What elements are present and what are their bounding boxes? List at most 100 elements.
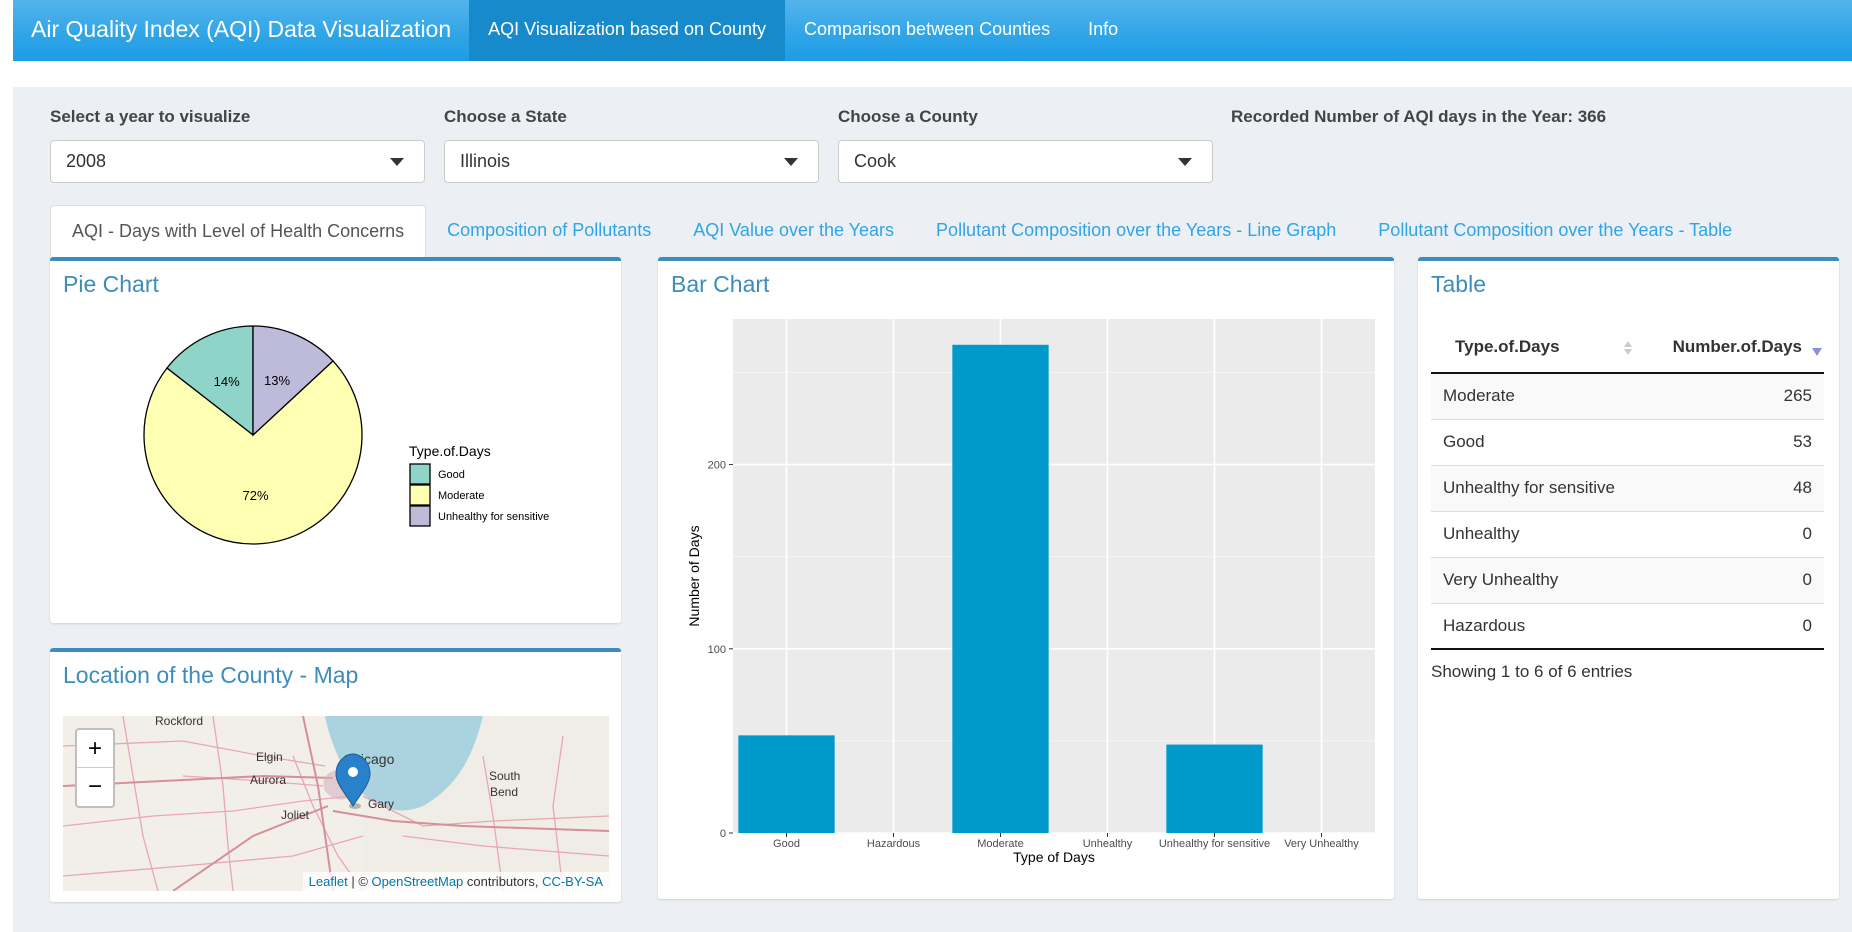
data-table: Type.of.Days Number.of.Days Moderate 265… [1431, 321, 1824, 650]
map-label-aurora: Aurora [250, 773, 286, 787]
sort-icon [1624, 341, 1633, 355]
sort-desc-icon [1812, 348, 1822, 356]
tab-pollutant-table[interactable]: Pollutant Composition over the Years - T… [1378, 220, 1733, 240]
y-tick-label: 0 [720, 828, 726, 840]
legend-swatch [409, 484, 431, 506]
column-header-type[interactable]: Type.of.Days [1431, 321, 1646, 374]
pie-percent-label: 13% [264, 373, 290, 388]
nav-tab-info[interactable]: Info [1088, 19, 1119, 39]
zoom-control: + − [75, 728, 115, 808]
y-tick-label: 200 [708, 460, 726, 472]
bar-good [738, 735, 835, 833]
app-title[interactable]: Air Quality Index (AQI) Data Visualizati… [31, 16, 452, 42]
attribution-separator: | © [347, 874, 372, 889]
year-control: Select a year to visualize 2008 [50, 107, 425, 183]
legend-label: Good [438, 469, 465, 481]
chevron-down-icon [784, 158, 798, 166]
county-control: Choose a County Cook [838, 107, 1213, 183]
y-axis-title: Number of Days [686, 525, 702, 626]
map-label-elgin: Elgin [256, 750, 283, 764]
nav-tab-comparison[interactable]: Comparison between Counties [804, 19, 1051, 39]
legend-swatch [409, 463, 431, 485]
cell-number: 48 [1645, 464, 1824, 511]
license-link[interactable]: CC-BY-SA [542, 874, 603, 889]
navbar: Air Quality Index (AQI) Data Visualizati… [13, 0, 1852, 61]
cell-type: Very Unhealthy [1431, 556, 1646, 603]
pie-percent-label: 72% [243, 488, 269, 503]
year-value: 2008 [66, 151, 107, 171]
county-select[interactable]: Cook [838, 140, 1213, 183]
x-tick-label: Very Unhealthy [1284, 838, 1359, 850]
map-label-bend: Bend [490, 785, 518, 799]
cell-type: Unhealthy [1431, 510, 1646, 557]
map-box: Location of the County - Map [50, 648, 621, 902]
legend-label: Unhealthy for sensitive [438, 511, 549, 523]
pie-slice-good [166, 325, 254, 437]
map-title: Location of the County - Map [63, 662, 359, 688]
tab-aqi-over-years[interactable]: AQI Value over the Years [693, 220, 895, 240]
leaflet-link[interactable]: Leaflet [308, 874, 348, 889]
column-header-type-label: Type.of.Days [1455, 336, 1560, 356]
tab-pollutant-line[interactable]: Pollutant Composition over the Years - L… [936, 220, 1337, 240]
table-row: Very Unhealthy 0 [1431, 556, 1824, 603]
x-tick-label: Hazardous [867, 838, 921, 850]
pie-slice-unhealthy-for-sensitive [252, 325, 334, 437]
cell-number: 53 [1645, 418, 1824, 465]
x-axis-title: Type of Days [1013, 849, 1095, 865]
y-tick-label: 100 [708, 644, 726, 656]
x-tick-label: Moderate [977, 838, 1023, 850]
year-label: Select a year to visualize [50, 107, 251, 126]
pie-legend-title: Type.of.Days [409, 443, 491, 459]
x-tick-label: Unhealthy [1083, 838, 1133, 850]
cell-type: Moderate [1431, 372, 1646, 419]
cell-number: 265 [1645, 372, 1824, 419]
state-control: Choose a State Illinois [444, 107, 819, 183]
cell-number: 0 [1645, 556, 1824, 603]
bar-unhealthy-for-sensitive [1166, 744, 1263, 833]
legend-swatch [409, 505, 431, 527]
attribution-contributors: contributors, [463, 874, 543, 889]
cell-number: 0 [1645, 510, 1824, 557]
pie-chart-title: Pie Chart [63, 271, 159, 297]
cell-type: Hazardous [1431, 602, 1646, 650]
tab-bar: AQI - Days with Level of Health Concerns… [50, 205, 1753, 257]
table-row: Hazardous 0 [1431, 602, 1824, 650]
map-label-rockford: Rockford [155, 716, 203, 728]
table-row: Unhealthy for sensitive 48 [1431, 464, 1824, 511]
pie-chart: 14% 72% 13% Type.of.Days Good Moderate Unhea… [143, 325, 549, 545]
county-map[interactable]: Rockford Elgin Aurora Chicago Joliet Gar… [63, 716, 609, 891]
table-box: Table Type.of.Days Number.of.Days Modera… [1418, 257, 1839, 899]
nav-tab-county[interactable]: AQI Visualization based on County [469, 0, 785, 61]
x-tick-label: Unhealthy for sensitive [1159, 838, 1270, 850]
map-marker-icon[interactable] [335, 753, 371, 809]
county-value: Cook [854, 151, 897, 171]
legend-label: Moderate [438, 490, 484, 502]
plot-panel [733, 319, 1375, 833]
tab-health-concerns[interactable]: AQI - Days with Level of Health Concerns [50, 205, 427, 257]
column-header-number[interactable]: Number.of.Days [1645, 321, 1824, 374]
table-row: Moderate 265 [1431, 372, 1824, 419]
cell-number: 0 [1645, 602, 1824, 650]
map-tiles: Rockford Elgin Aurora Chicago Joliet Gar… [63, 716, 609, 891]
table-row: Unhealthy 0 [1431, 510, 1824, 557]
main-content: Select a year to visualize 2008 Choose a… [13, 87, 1852, 932]
x-tick-label: Good [773, 838, 800, 850]
chevron-down-icon [1178, 158, 1192, 166]
table-info: Showing 1 to 6 of 6 entries [1431, 662, 1633, 681]
bar-moderate [952, 344, 1049, 833]
recorded-days-text: Recorded Number of AQI days in the Year:… [1231, 107, 1607, 126]
zoom-out-button[interactable]: − [87, 773, 102, 800]
column-header-number-label: Number.of.Days [1672, 336, 1802, 356]
tab-composition[interactable]: Composition of Pollutants [447, 220, 652, 240]
year-select[interactable]: 2008 [50, 140, 425, 183]
cell-type: Good [1431, 418, 1646, 465]
bar-chart: 0 100 200 Good Hazardous Moderate Unhealthy Un… [686, 319, 1375, 865]
map-attribution: Leaflet | © OpenStreetMap contributors, … [302, 872, 609, 891]
zoom-in-button[interactable]: + [77, 730, 113, 768]
state-select[interactable]: Illinois [444, 140, 819, 183]
county-label: Choose a County [838, 107, 978, 126]
osm-link[interactable]: OpenStreetMap [371, 874, 464, 889]
bar-chart-box: Bar Chart 0 100 200 Good Hazardous Moderate U… [658, 257, 1394, 899]
state-label: Choose a State [444, 107, 567, 126]
table-title: Table [1431, 271, 1486, 297]
